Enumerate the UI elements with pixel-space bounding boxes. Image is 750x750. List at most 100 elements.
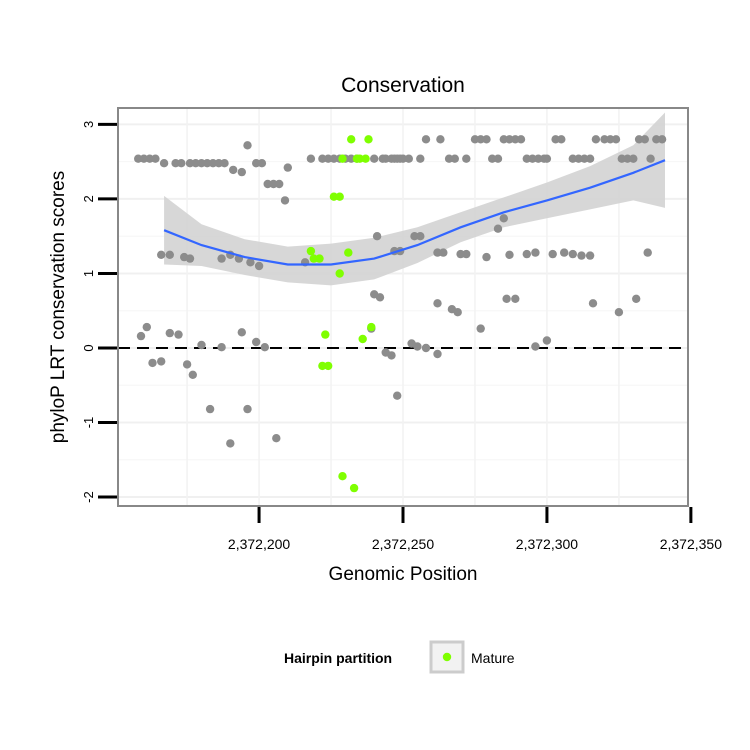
x-tick-label: 2,372,300 bbox=[516, 536, 578, 552]
plot-border bbox=[117, 107, 689, 507]
point-other bbox=[453, 308, 462, 317]
y-tick-label: -1 bbox=[81, 417, 96, 429]
point-mature bbox=[355, 154, 364, 163]
legend-title: Hairpin partition bbox=[284, 650, 392, 666]
point-other bbox=[381, 154, 390, 163]
point-other bbox=[220, 159, 229, 168]
point-other bbox=[433, 349, 442, 359]
plot-area bbox=[117, 107, 689, 507]
point-mature bbox=[329, 192, 339, 201]
point-mature bbox=[321, 330, 330, 339]
x-tick-label: 2,372,200 bbox=[228, 536, 290, 552]
point-other bbox=[208, 159, 218, 168]
y-tick-label: -2 bbox=[81, 491, 96, 503]
point-other bbox=[203, 159, 212, 168]
point-other bbox=[275, 179, 284, 189]
point-other bbox=[591, 135, 601, 144]
point-other bbox=[246, 258, 255, 267]
point-mature bbox=[338, 154, 347, 163]
point-other bbox=[548, 249, 557, 259]
point-other bbox=[585, 154, 595, 163]
x-axis-label: Genomic Position bbox=[329, 564, 478, 585]
point-other bbox=[165, 250, 174, 259]
point-other bbox=[329, 154, 339, 163]
point-other bbox=[646, 154, 655, 163]
point-mature bbox=[318, 361, 327, 371]
point-mature bbox=[306, 246, 316, 256]
point-other bbox=[205, 404, 215, 414]
point-other bbox=[588, 299, 598, 308]
legend-label-mature: Mature bbox=[471, 650, 515, 666]
point-other bbox=[640, 135, 649, 144]
point-other bbox=[560, 248, 569, 257]
x-tick-label: 2,372,350 bbox=[660, 536, 722, 552]
point-mature bbox=[344, 248, 353, 257]
point-other bbox=[237, 328, 246, 337]
point-other bbox=[243, 141, 252, 150]
point-other bbox=[488, 154, 497, 163]
point-other bbox=[372, 232, 382, 241]
point-other bbox=[416, 232, 425, 241]
point-other bbox=[260, 343, 269, 352]
point-other bbox=[252, 337, 261, 347]
point-mature bbox=[347, 135, 356, 144]
point-other bbox=[157, 250, 166, 259]
point-mature bbox=[335, 192, 344, 201]
point-mature bbox=[335, 269, 344, 278]
point-other bbox=[375, 293, 385, 302]
point-other bbox=[217, 343, 226, 352]
y-tick-label: 3 bbox=[81, 121, 96, 128]
point-other bbox=[283, 163, 292, 172]
point-other bbox=[433, 248, 442, 257]
point-other bbox=[511, 294, 520, 303]
point-other bbox=[318, 154, 327, 163]
point-mature bbox=[358, 334, 367, 344]
point-other bbox=[197, 340, 206, 350]
point-other bbox=[254, 261, 264, 271]
point-other bbox=[436, 135, 445, 144]
point-other bbox=[482, 252, 491, 262]
point-other bbox=[413, 342, 422, 351]
point-mature bbox=[367, 322, 376, 332]
smooth-trend-line bbox=[163, 159, 666, 266]
point-other bbox=[439, 248, 448, 257]
point-other bbox=[280, 196, 290, 205]
point-other bbox=[306, 154, 316, 163]
point-other bbox=[499, 214, 508, 223]
point-mature bbox=[361, 154, 370, 163]
point-other bbox=[139, 154, 149, 163]
point-other bbox=[177, 159, 186, 168]
point-other bbox=[398, 154, 408, 163]
point-other bbox=[493, 224, 503, 233]
chart-title: Conservation bbox=[341, 74, 465, 97]
point-other bbox=[505, 250, 514, 259]
point-other bbox=[217, 254, 226, 263]
point-other bbox=[531, 342, 540, 351]
point-other bbox=[476, 324, 485, 333]
confidence-ribbon bbox=[164, 112, 665, 286]
point-other bbox=[226, 439, 235, 448]
point-other bbox=[542, 336, 552, 345]
point-other bbox=[528, 154, 537, 163]
point-other bbox=[600, 135, 609, 144]
point-other bbox=[257, 159, 267, 168]
y-tick-label: 1 bbox=[81, 270, 96, 277]
point-other bbox=[577, 251, 586, 260]
point-other bbox=[185, 254, 195, 263]
point-other bbox=[623, 154, 632, 163]
point-other bbox=[142, 322, 151, 332]
point-other bbox=[188, 370, 197, 379]
point-other bbox=[450, 154, 459, 163]
point-other bbox=[191, 159, 200, 168]
point-other bbox=[263, 179, 272, 189]
point-other bbox=[370, 154, 379, 163]
legend: Hairpin partition Mature bbox=[284, 640, 515, 674]
point-other bbox=[493, 154, 503, 163]
point-other bbox=[148, 358, 157, 368]
point-mature bbox=[364, 135, 373, 144]
y-tick-label: 0 bbox=[81, 344, 96, 351]
point-other bbox=[482, 135, 491, 144]
point-other bbox=[476, 135, 485, 144]
point-other bbox=[243, 404, 252, 414]
